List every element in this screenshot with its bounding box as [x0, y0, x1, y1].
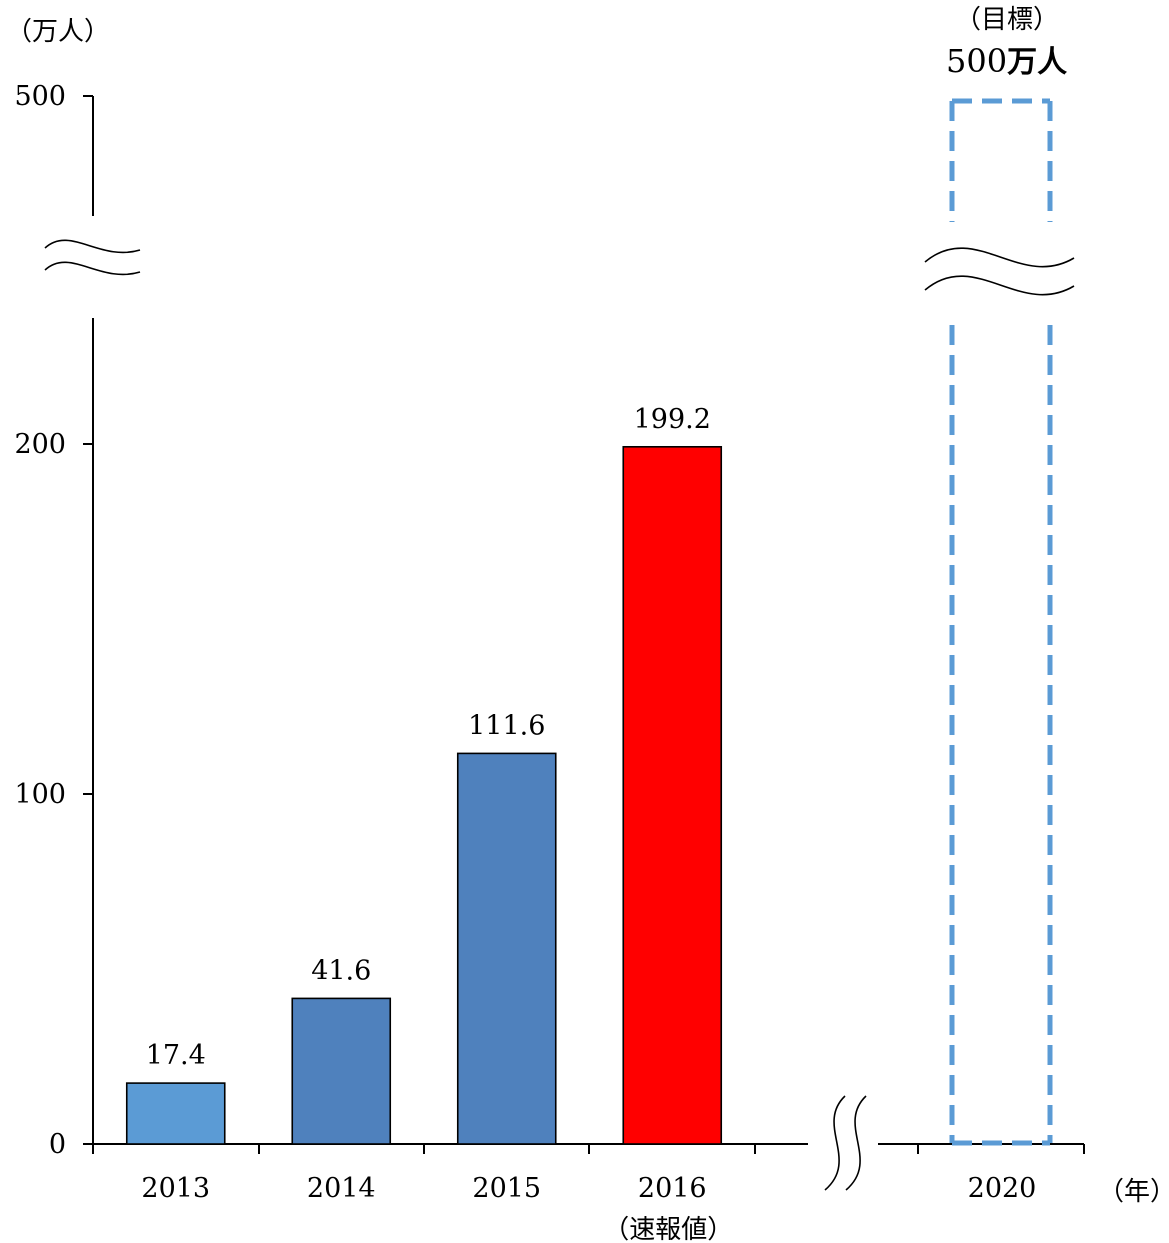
y-tick-label: 500	[14, 81, 66, 112]
data-label-2013: 17.4	[146, 1040, 206, 1071]
x-axis-break-mark	[824, 1095, 867, 1191]
target-value-number: 500	[946, 42, 1007, 80]
bar-2015	[456, 752, 557, 1145]
y-tick-label: 200	[14, 429, 66, 460]
x-tick-label-2016: 2016	[638, 1173, 707, 1204]
x-tick-label-2020: 2020	[968, 1173, 1037, 1204]
target-value-unit: 万人	[1007, 45, 1067, 80]
target-caption: （目標）	[955, 5, 1059, 35]
bar-2016	[622, 445, 723, 1145]
data-label-2015: 111.6	[468, 710, 545, 741]
data-label-2016: 199.2	[634, 404, 711, 435]
x-tick-label-2015: 2015	[472, 1173, 541, 1204]
x-tick-label-2013: 2013	[141, 1173, 210, 1204]
data-label-2014: 41.6	[311, 955, 371, 986]
target-value-label: 500万人	[946, 42, 1067, 80]
x-tick-label-2014: 2014	[307, 1173, 376, 1204]
target-break-mark	[924, 247, 1075, 296]
y-unit-label: （万人）	[6, 17, 110, 47]
y-tick-label: 0	[49, 1129, 66, 1160]
x-sublabel-2016: （速報値）	[603, 1215, 733, 1243]
y-axis-break-mark	[44, 239, 141, 276]
x-unit-label: （年）	[1098, 1177, 1169, 1207]
y-tick-label: 100	[14, 779, 66, 810]
bar-2014	[291, 997, 392, 1145]
bar-2013	[125, 1082, 226, 1145]
